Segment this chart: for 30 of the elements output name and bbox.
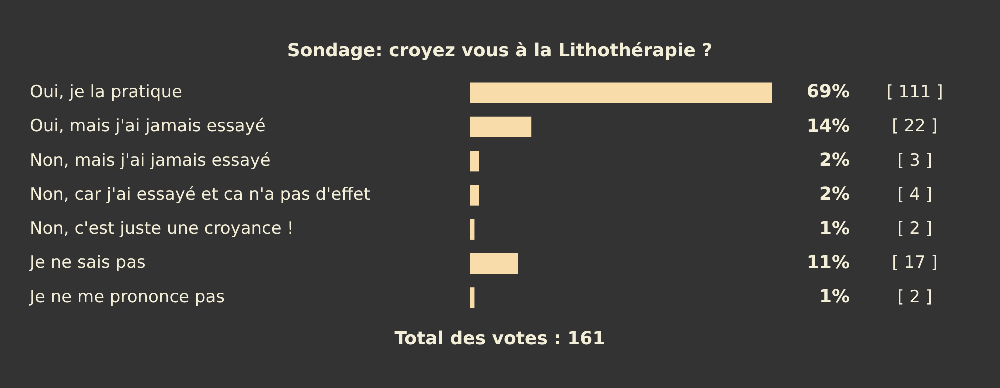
bar: [470, 253, 518, 274]
y-tick-label: Non, mais j'ai jamais essayé: [30, 150, 271, 171]
text: [ 111 ]: [886, 82, 944, 102]
text: [ 4 ]: [898, 184, 932, 205]
data-label: 1%: [819, 286, 850, 308]
y-tick-label: Non, c'est juste une croyance !: [30, 219, 294, 240]
y-tick-label: Je ne sais pas: [29, 253, 146, 274]
text: Total des votes : 161: [394, 328, 606, 350]
bar: [470, 185, 480, 206]
bar: [470, 116, 532, 138]
text: [ 17 ]: [892, 253, 938, 274]
text: [ 2 ]: [898, 287, 932, 308]
y-tick-label: Oui, mais j'ai jamais essayé: [30, 116, 266, 137]
data-label: 1%: [819, 218, 850, 240]
data-label: 2%: [819, 184, 850, 206]
text: [ 22 ]: [892, 116, 938, 137]
bar: [470, 288, 475, 308]
data-label: 2%: [819, 150, 850, 172]
bar: [470, 219, 475, 240]
text: [ 3 ]: [898, 150, 932, 171]
text: [ 2 ]: [898, 219, 932, 240]
data-label: 11%: [806, 252, 850, 274]
data-label: 69%: [806, 82, 850, 103]
data-label: 14%: [806, 116, 850, 137]
y-tick-label: Oui, je la pratique: [30, 82, 182, 102]
y-tick-label: Non, car j'ai essayé et ca n'a pas d'effet: [30, 184, 371, 205]
bar: [470, 82, 772, 104]
bar: [470, 151, 480, 172]
y-tick-label: Je ne me prononce pas: [29, 287, 226, 308]
chart-title: Sondage: croyez vous à la Lithothérapie ?: [287, 40, 713, 62]
